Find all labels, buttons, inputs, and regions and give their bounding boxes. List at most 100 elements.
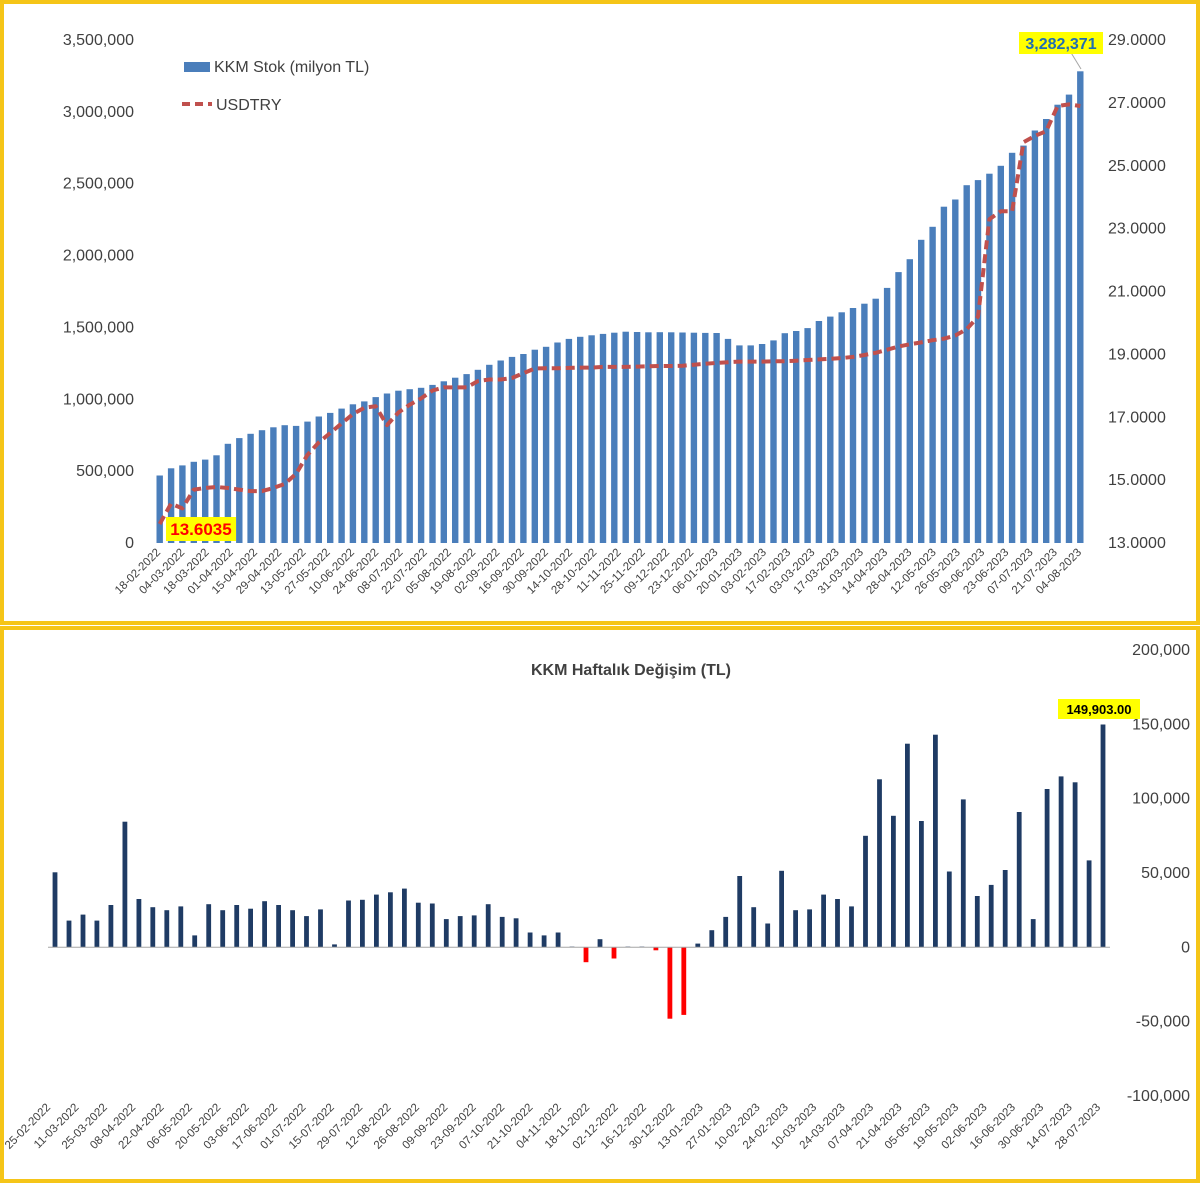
weekly-bar-positive <box>1016 812 1022 948</box>
weekly-bar-positive <box>723 916 729 948</box>
stock-bar <box>258 430 266 543</box>
stock-bar <box>679 332 686 543</box>
weekly-bar-positive <box>751 907 757 948</box>
stock-bar <box>838 312 845 543</box>
weekly-bar-positive <box>793 910 798 948</box>
stock-bar <box>554 342 561 543</box>
weekly-bar-positive <box>234 905 240 948</box>
stock-bar <box>577 336 584 543</box>
weekly-bar-positive <box>192 935 198 948</box>
weekly-bar-positive <box>206 904 212 948</box>
left-axis-tick: 500,000 <box>76 463 134 480</box>
stock-bar <box>542 346 550 543</box>
weekly-bar-positive <box>555 932 561 948</box>
y-axis-tick: 200,000 <box>1132 642 1190 659</box>
stock-bar <box>940 206 948 543</box>
weekly-bar-positive <box>443 919 449 948</box>
left-axis-tick: 3,000,000 <box>63 104 134 121</box>
callout-max-weekly: 149,903.00 <box>1058 699 1140 719</box>
stock-bar <box>372 397 379 543</box>
y-axis-tick: 0 <box>1181 939 1190 956</box>
weekly-bar-negative <box>653 947 659 951</box>
right-axis-tick: 13.0000 <box>1108 535 1166 552</box>
stock-bar <box>918 239 925 544</box>
weekly-bar-positive <box>80 914 86 948</box>
weekly-bar-positive <box>276 905 281 948</box>
stock-bar <box>713 333 720 543</box>
callout-max-weekly-text: 149,903.00 <box>1066 702 1131 717</box>
weekly-bar-positive <box>1072 782 1078 948</box>
stock-bar <box>1043 119 1050 543</box>
weekly-bar-positive <box>1100 724 1106 948</box>
weekly-bar-positive <box>709 930 715 948</box>
stock-bar <box>929 226 936 544</box>
weekly-bar-positive <box>360 899 365 948</box>
weekly-bar-positive <box>1002 870 1008 948</box>
stock-bar <box>645 332 652 543</box>
weekly-bar-positive <box>695 943 701 948</box>
weekly-bar-negative <box>667 947 673 1019</box>
stock-bar <box>531 349 538 543</box>
stock-bar <box>520 354 527 543</box>
weekly-bar-positive <box>388 892 393 948</box>
stock-bar <box>395 390 402 543</box>
stock-bar <box>827 316 834 543</box>
weekly-change-panel: KKM Haftalık Değişim (TL) -100,000 -50,00… <box>0 626 1200 1183</box>
weekly-bar-positive <box>290 910 295 948</box>
stock-bar <box>327 412 334 543</box>
weekly-bar-positive <box>541 935 547 948</box>
stock-bar <box>1020 145 1027 543</box>
weekly-bar-positive <box>52 872 58 948</box>
stock-bar <box>1054 104 1061 543</box>
right-axis-tick: 23.0000 <box>1108 221 1166 238</box>
x-axis-ticks: 25-02-202211-03-202225-03-202208-04-2022… <box>4 1102 1103 1152</box>
weekly-bar-positive <box>66 920 72 948</box>
weekly-bar-positive <box>988 884 994 948</box>
weekly-bar-positive <box>164 910 170 948</box>
stock-bar <box>429 384 436 543</box>
stock-chart-panel: 0 500,000 1,000,000 1,500,000 2,000,000 2,500… <box>0 0 1200 625</box>
right-axis-tick: 25.0000 <box>1108 158 1166 175</box>
stock-bar <box>406 389 413 543</box>
stock-bar <box>599 333 607 543</box>
left-axis-tick: 1,500,000 <box>63 319 134 336</box>
stock-bar <box>486 364 493 543</box>
weekly-bar-positive <box>974 896 980 948</box>
right-axis-tick: 15.0000 <box>1108 472 1166 489</box>
right-axis-tick: 17.0000 <box>1108 409 1166 426</box>
stock-bar <box>179 465 186 543</box>
stock-bar <box>815 321 823 543</box>
weekly-bar-positive <box>374 894 379 948</box>
weekly-bar-positive <box>849 906 854 948</box>
callout-max-stock-box <box>1019 32 1103 54</box>
legend-bar-swatch <box>184 62 210 72</box>
weekly-bar-positive <box>946 871 952 948</box>
left-axis-tick: 2,500,000 <box>63 176 134 193</box>
stock-bar <box>804 328 811 543</box>
y-axis-tick: 50,000 <box>1141 865 1190 882</box>
stock-bar <box>952 199 959 543</box>
weekly-bar-positive <box>1058 776 1064 948</box>
weekly-bar-positive <box>960 799 966 948</box>
stock-bar <box>963 185 970 543</box>
stock-bar <box>1008 152 1016 544</box>
weekly-bar-positive <box>779 870 784 948</box>
weekly-bar-positive <box>527 932 533 948</box>
x-axis-ticks: 18-02-202204-03-202218-03-202201-04-2022… <box>113 547 1084 597</box>
stock-bar <box>997 165 1004 544</box>
weekly-bar-positive <box>457 916 463 948</box>
weekly-bar-positive <box>94 920 100 948</box>
weekly-bar-negative <box>611 947 617 959</box>
stock-bar <box>304 421 311 543</box>
callout-first-usd-text: 13.6035 <box>170 520 231 539</box>
stock-bar <box>349 404 357 543</box>
y-axis-tick: 150,000 <box>1132 716 1190 733</box>
right-axis-ticks: 13.0000 15.0000 17.0000 19.0000 21.0000 23.00… <box>1108 32 1166 552</box>
legend: KKM Stok (milyon TL) USDTRY <box>182 59 369 114</box>
stock-bar <box>895 272 902 543</box>
stock-bar <box>1065 94 1073 543</box>
weekly-bar-positive <box>108 905 114 948</box>
y-axis-tick: 100,000 <box>1132 791 1190 808</box>
right-axis-tick: 19.0000 <box>1108 346 1166 363</box>
stock-bar <box>213 455 220 543</box>
